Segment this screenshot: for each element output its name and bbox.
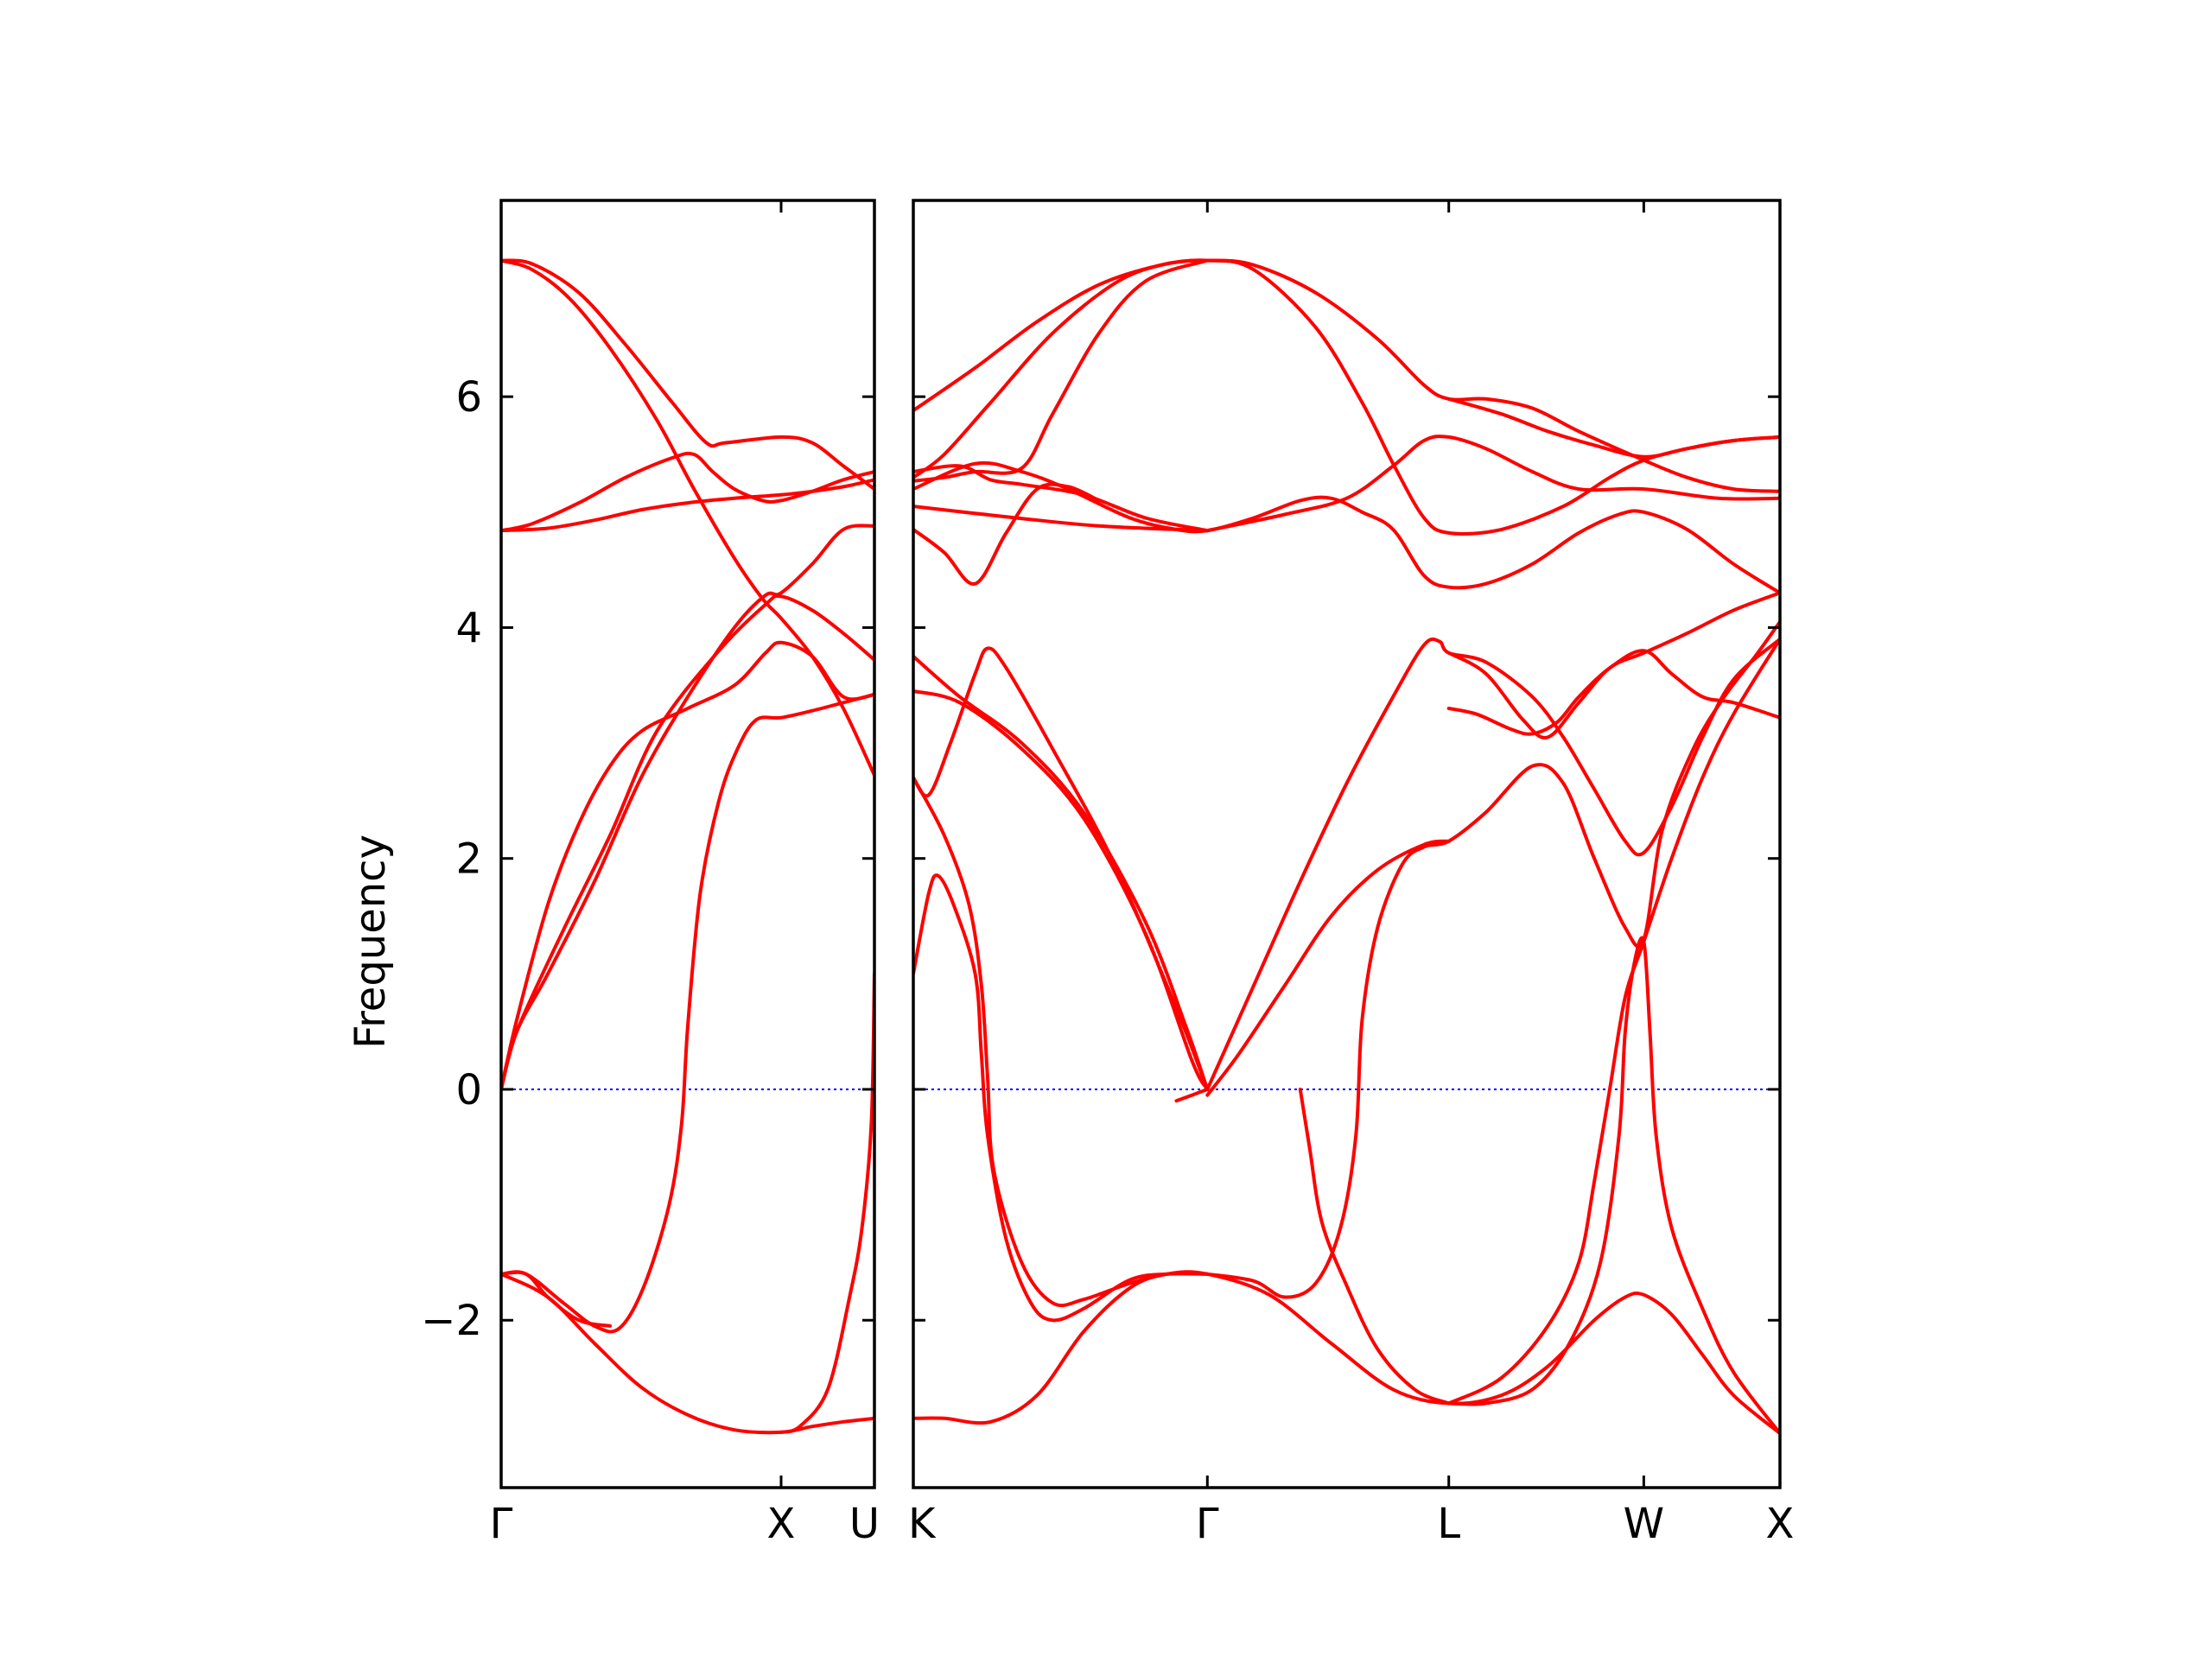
band-right-19 — [1174, 1088, 1210, 1103]
band-right-7 — [913, 482, 1101, 586]
band-right-18 — [1205, 839, 1451, 1097]
x-tick-label-left-1: X — [767, 1500, 796, 1548]
band-right-4 — [913, 464, 1210, 533]
band-right-10 — [913, 689, 1210, 1091]
plot-frame-left — [499, 199, 876, 1489]
x-tick-label-right-1: Γ — [1196, 1500, 1219, 1548]
band-right-20 — [913, 1270, 1780, 1436]
y-axis-title: Frequency — [346, 835, 395, 1049]
band-right-9 — [913, 654, 1210, 1091]
band-right-23 — [1298, 1088, 1451, 1406]
band-left-6 — [501, 524, 874, 1091]
band-right-16 — [913, 873, 1210, 1323]
band-right-12 — [1205, 637, 1780, 1091]
y-tick-label-1: 0 — [455, 1066, 482, 1114]
band-right-14 — [1446, 649, 1780, 736]
band-right-6 — [913, 505, 1210, 533]
band-left-8 — [501, 1272, 874, 1435]
band-right-5 — [1205, 435, 1780, 533]
band-left-3 — [501, 478, 874, 533]
y-tick-label-4: 6 — [455, 373, 482, 422]
band-left-10 — [779, 972, 874, 1434]
band-right-3 — [913, 460, 1780, 595]
y-tick-label-0: −2 — [421, 1297, 482, 1345]
band-right-15 — [913, 776, 1210, 1308]
band-left-7 — [501, 692, 874, 1334]
band-right-8 — [1446, 397, 1780, 459]
x-tick-label-right-2: L — [1437, 1500, 1460, 1548]
band-right-21 — [1446, 936, 1780, 1436]
band-right-17 — [1205, 619, 1780, 1299]
y-tick-label-3: 4 — [455, 604, 482, 652]
x-tick-label-left-0: Γ — [490, 1500, 513, 1548]
band-left-9 — [501, 1270, 612, 1328]
band-left-1 — [501, 258, 874, 492]
band-right-13 — [1446, 591, 1780, 739]
x-tick-label-right-3: W — [1624, 1500, 1664, 1548]
band-right-22 — [1446, 637, 1780, 1406]
plot-frame-right — [912, 199, 1782, 1489]
band-right-2 — [913, 258, 1210, 483]
band-right-1 — [913, 258, 1780, 536]
y-tick-label-2: 2 — [455, 835, 482, 884]
band-left-5 — [501, 593, 874, 1091]
x-tick-label-left-2: U — [849, 1500, 880, 1548]
band-right-11 — [913, 646, 1210, 1091]
x-tick-label-right-0: K — [908, 1500, 937, 1548]
x-tick-label-right-4: X — [1766, 1500, 1795, 1548]
